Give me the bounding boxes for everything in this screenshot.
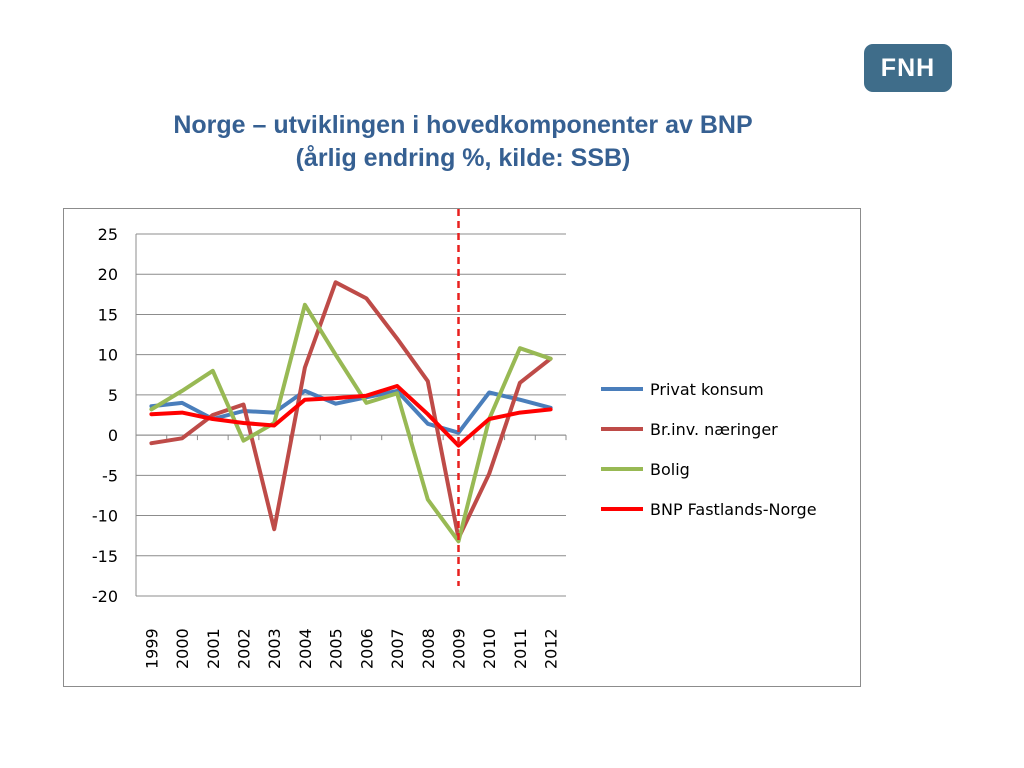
x-tick-label: 2012 [542,628,561,669]
x-tick-label: 2008 [419,628,438,669]
logo-text: FNH [880,53,936,82]
series-line [149,384,553,448]
y-tick-label: 5 [108,386,118,405]
y-tick-label: -20 [92,587,118,606]
x-tick-label: 2009 [450,628,469,669]
y-tick-label: 20 [98,265,118,284]
line-chart: 25 20 15 10 5 0 -5 -10 -15 -20 1999 2000 2001 2002 200… [92,209,817,669]
y-tick-label: 0 [108,426,118,445]
y-tick-label: 25 [98,225,118,244]
x-tick-label: 2004 [296,628,315,669]
x-tick-label: 1999 [142,628,161,669]
x-tick-label: 2000 [173,628,192,669]
series-line [149,302,553,544]
y-tick-label: -5 [102,466,118,485]
x-tick-label: 2003 [265,628,284,669]
x-tick-label: 2002 [235,628,254,669]
x-tick-label: 2007 [388,628,407,669]
legend-label: BNP Fastlands-Norge [650,500,817,519]
y-tick-label: -15 [92,547,118,566]
legend-label: Bolig [650,460,690,479]
legend-label: Privat konsum [650,380,764,399]
slide-title: Norge – utviklingen i hovedkomponenter a… [173,111,753,139]
x-tick-label: 2006 [357,628,376,669]
series-line [149,280,553,541]
y-tick-label: 15 [98,305,118,324]
fnh-logo: FNH [864,44,952,92]
x-tick-label: 2001 [204,628,223,669]
x-tick-label: 2005 [327,628,346,669]
chart-frame: 25 20 15 10 5 0 -5 -10 -15 -20 1999 2000 2001 2002 200… [63,208,861,687]
legend-label: Br.inv. næringer [650,420,778,439]
x-tick-label: 2010 [480,628,499,669]
x-tick-label: 2011 [511,628,530,669]
slide-subtitle: (årlig endring %, kilde: SSB) [295,144,631,172]
y-tick-label: -10 [92,507,118,526]
y-tick-label: 10 [98,346,118,365]
